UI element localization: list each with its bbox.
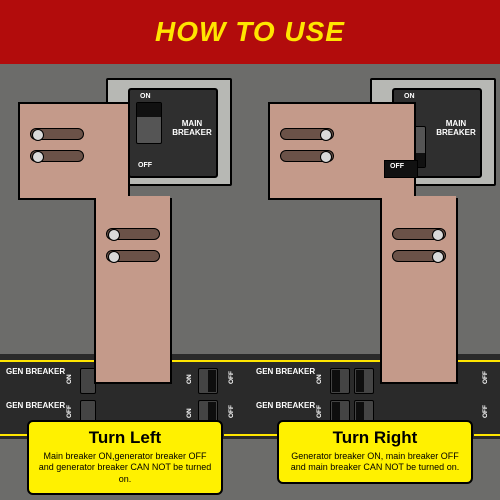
header-bar: HOW TO USE bbox=[0, 0, 500, 64]
slot-hole bbox=[280, 128, 334, 140]
slot-hole bbox=[106, 250, 160, 262]
diagram-canvas: ON OFF MAIN BREAKER .ph-l1::after{left:2… bbox=[0, 64, 500, 500]
main-breaker-label: MAIN BREAKER bbox=[172, 120, 212, 138]
off-label: OFF bbox=[482, 405, 489, 418]
main-breaker-handle bbox=[136, 102, 162, 144]
slot-hole bbox=[392, 250, 446, 262]
accent-line bbox=[474, 434, 500, 436]
off-label: OFF bbox=[316, 405, 323, 418]
off-label: OFF bbox=[228, 405, 235, 418]
interlock-plate-side bbox=[380, 198, 458, 356]
caption-body: Main breaker ON,generator breaker OFF an… bbox=[37, 451, 213, 485]
panel-left: ON OFF MAIN BREAKER .ph-l1::after{left:2… bbox=[0, 64, 250, 500]
caption-title: Turn Left bbox=[37, 428, 213, 448]
gen-breaker-label: GEN BREAKER bbox=[6, 368, 66, 376]
on-label: ON bbox=[66, 374, 73, 384]
caption-body: Generator breaker ON, main breaker OFF a… bbox=[287, 451, 463, 474]
panel-right: ON OFF MAIN BREAKER OFF .plate-hole.r::a… bbox=[250, 64, 500, 500]
off-label: OFF bbox=[66, 405, 73, 418]
gen-breaker-label: GEN BREAKER bbox=[256, 402, 316, 410]
on-label: ON bbox=[316, 374, 323, 384]
breaker-switch bbox=[354, 368, 374, 394]
off-label: OFF bbox=[228, 371, 235, 384]
gen-breaker-label: GEN BREAKER bbox=[6, 402, 66, 410]
slot-hole bbox=[30, 150, 84, 162]
breaker-switch bbox=[330, 368, 350, 394]
slot-hole bbox=[280, 150, 334, 162]
plate-join bbox=[382, 196, 456, 202]
interlock-plate-overlay bbox=[94, 354, 172, 384]
on-label: ON bbox=[186, 408, 193, 418]
header-title: HOW TO USE bbox=[155, 16, 345, 48]
slot-hole bbox=[392, 228, 446, 240]
main-breaker-label: MAIN BREAKER bbox=[436, 120, 476, 138]
accent-line bbox=[250, 360, 500, 362]
caption-left: Turn Left Main breaker ON,generator brea… bbox=[27, 420, 223, 495]
cutout-off-label: OFF bbox=[390, 163, 404, 170]
on-label: ON bbox=[404, 93, 415, 100]
slot-hole bbox=[106, 228, 160, 240]
interlock-plate-overlay bbox=[380, 354, 458, 384]
off-label: OFF bbox=[482, 371, 489, 384]
interlock-plate-side bbox=[94, 198, 172, 356]
breaker-switch bbox=[198, 368, 218, 394]
on-label: ON bbox=[140, 93, 151, 100]
off-label: OFF bbox=[138, 162, 152, 169]
gen-breaker-label: GEN BREAKER bbox=[256, 368, 316, 376]
accent-line bbox=[224, 434, 250, 436]
slot-hole: .ph-l1::after{left:2px} bbox=[30, 128, 84, 140]
caption-title: Turn Right bbox=[287, 428, 463, 448]
caption-right: Turn Right Generator breaker ON, main br… bbox=[277, 420, 473, 484]
plate-join bbox=[96, 196, 170, 202]
main-breaker-body: ON OFF MAIN BREAKER bbox=[128, 88, 218, 178]
on-label: ON bbox=[186, 374, 193, 384]
